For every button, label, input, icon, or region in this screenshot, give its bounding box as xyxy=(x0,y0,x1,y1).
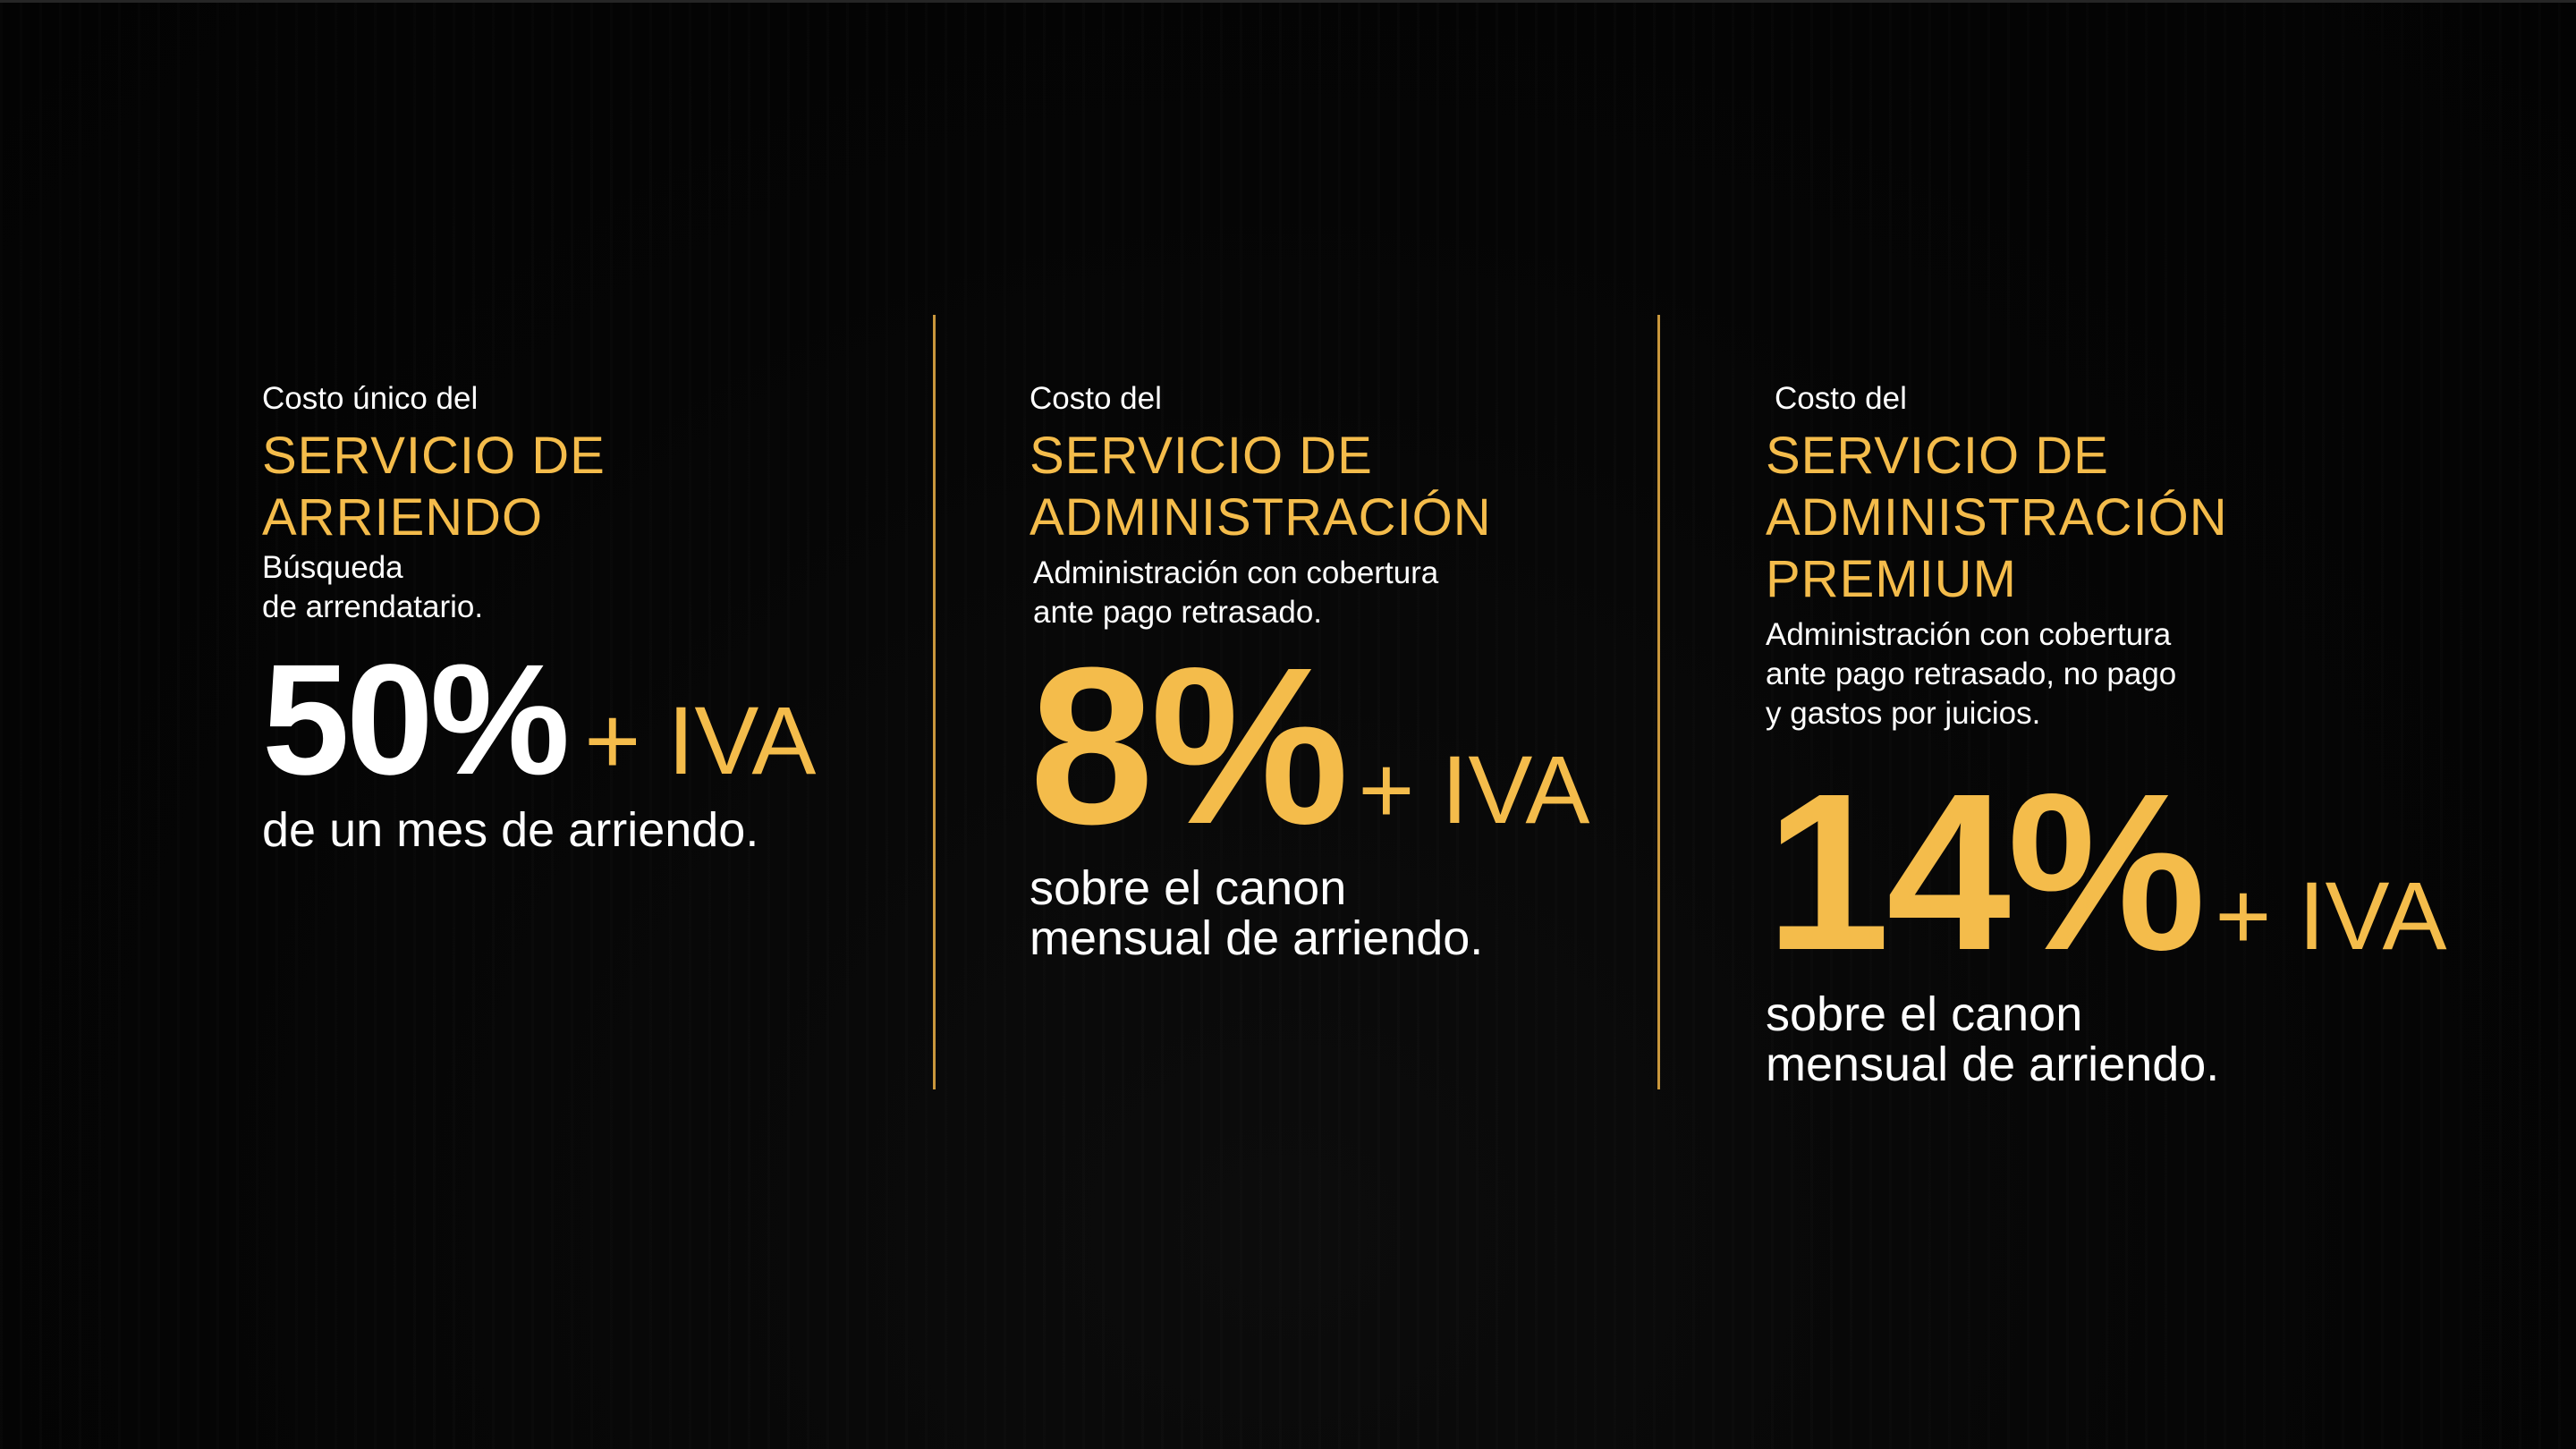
plan-description-line: Administración con cobertura xyxy=(1766,617,2172,652)
plan-card-administracion: Costo del SERVICIO DE ADMINISTRACIÓN Adm… xyxy=(1030,379,1589,963)
plan-title-line: SERVICIO DE xyxy=(1766,427,2109,485)
plan-price-note: sobre el canon mensual de arriendo. xyxy=(1766,989,2447,1089)
plan-description: Administración con cobertura ante pago r… xyxy=(1030,554,1589,632)
plan-title-line: ADMINISTRACIÓN xyxy=(1766,488,2228,547)
plan-title: SERVICIO DE ADMINISTRACIÓN PREMIUM xyxy=(1766,425,2447,610)
column-divider-2 xyxy=(1657,315,1660,1089)
plan-price-note: sobre el canon mensual de arriendo. xyxy=(1030,863,1589,963)
price-percentage: 14% xyxy=(1766,747,2206,996)
plan-intro: Costo único del xyxy=(262,381,479,416)
plan-description-line: ante pago retrasado. xyxy=(1033,595,1323,630)
plan-description-line: de arrendatario. xyxy=(262,589,484,624)
price-note-line: sobre el canon xyxy=(1030,861,1347,915)
plan-title: SERVICIO DE ARRIENDO xyxy=(262,425,816,548)
plan-description-line: Búsqueda xyxy=(262,550,403,585)
plan-description: Administración con cobertura ante pago r… xyxy=(1766,615,2447,733)
plan-card-arriendo: Costo único del SERVICIO DE ARRIENDO Bús… xyxy=(262,379,816,855)
price-note-line: sobre el canon xyxy=(1766,987,2083,1041)
price-percentage: 50% xyxy=(262,632,570,808)
column-divider-1 xyxy=(933,315,936,1089)
plan-title-line: SERVICIO DE xyxy=(262,427,606,485)
plan-intro: Costo del xyxy=(1775,381,1907,416)
price-note-line: mensual de arriendo. xyxy=(1766,1038,2220,1091)
plan-price: 50% + IVA xyxy=(262,632,817,808)
plan-intro: Costo del xyxy=(1030,381,1162,416)
plan-title-line: ADMINISTRACIÓN xyxy=(1030,488,1492,547)
plan-description: Búsqueda de arrendatario. xyxy=(262,548,816,627)
price-percentage: 8% xyxy=(1030,621,1349,870)
price-tax-suffix: + IVA xyxy=(584,686,817,794)
plan-title-line: PREMIUM xyxy=(1766,550,2017,608)
plan-title-line: ARRIENDO xyxy=(262,488,544,547)
plan-title-line: SERVICIO DE xyxy=(1030,427,1373,485)
price-note-line: mensual de arriendo. xyxy=(1030,911,1484,965)
plan-description-line: ante pago retrasado, no pago xyxy=(1766,657,2177,691)
top-border xyxy=(0,0,2576,3)
plan-card-administracion-premium: Costo del SERVICIO DE ADMINISTRACIÓN PRE… xyxy=(1766,379,2447,1089)
plan-title: SERVICIO DE ADMINISTRACIÓN xyxy=(1030,425,1589,548)
plan-price: 8% + IVA xyxy=(1030,621,1590,870)
plan-description-line: Administración con cobertura xyxy=(1033,555,1439,590)
plan-description-line: y gastos por juicios. xyxy=(1766,696,2041,731)
plan-price-note: de un mes de arriendo. xyxy=(262,805,816,855)
plan-price: 14% + IVA xyxy=(1766,747,2447,996)
price-tax-suffix: + IVA xyxy=(2215,861,2447,970)
price-note-line: de un mes de arriendo. xyxy=(262,803,759,857)
price-tax-suffix: + IVA xyxy=(1358,735,1590,843)
